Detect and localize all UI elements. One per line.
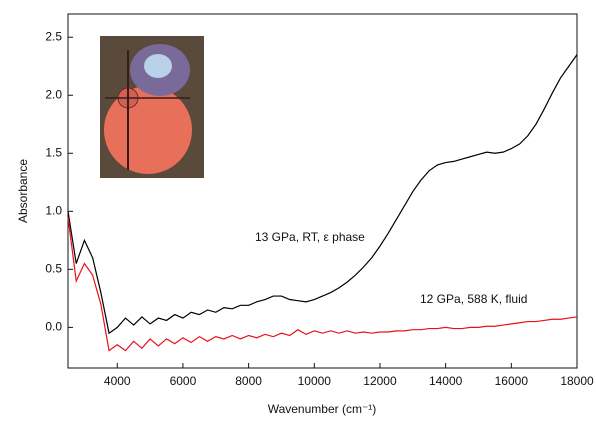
x-tick-label: 10000 (298, 374, 332, 388)
inset-photo (100, 36, 204, 178)
x-tick-label: 4000 (104, 374, 131, 388)
x-tick-label: 16000 (495, 374, 529, 388)
annotation: 13 GPa, RT, ε phase (255, 230, 365, 244)
x-tick-label: 18000 (560, 374, 594, 388)
y-tick-label: 2.5 (45, 29, 62, 43)
spectrum-line (67, 217, 578, 352)
x-tick-label: 14000 (429, 374, 463, 388)
y-axis-label: Absorbance (16, 159, 30, 223)
annotation: 12 GPa, 588 K, fluid (420, 292, 527, 306)
y-tick-label: 0.5 (45, 262, 62, 276)
y-tick-label: 1.0 (45, 203, 62, 217)
y-tick-label: 1.5 (45, 145, 62, 159)
y-tick-label: 0.0 (45, 320, 62, 334)
plot-frame (67, 13, 578, 369)
x-axis-label: Wavenumber (cm⁻¹) (268, 402, 377, 416)
spectrum-line (67, 54, 578, 335)
x-tick-label: 12000 (363, 374, 397, 388)
y-tick-label: 2.0 (45, 87, 62, 101)
x-tick-label: 6000 (170, 374, 197, 388)
x-tick-label: 8000 (235, 374, 262, 388)
